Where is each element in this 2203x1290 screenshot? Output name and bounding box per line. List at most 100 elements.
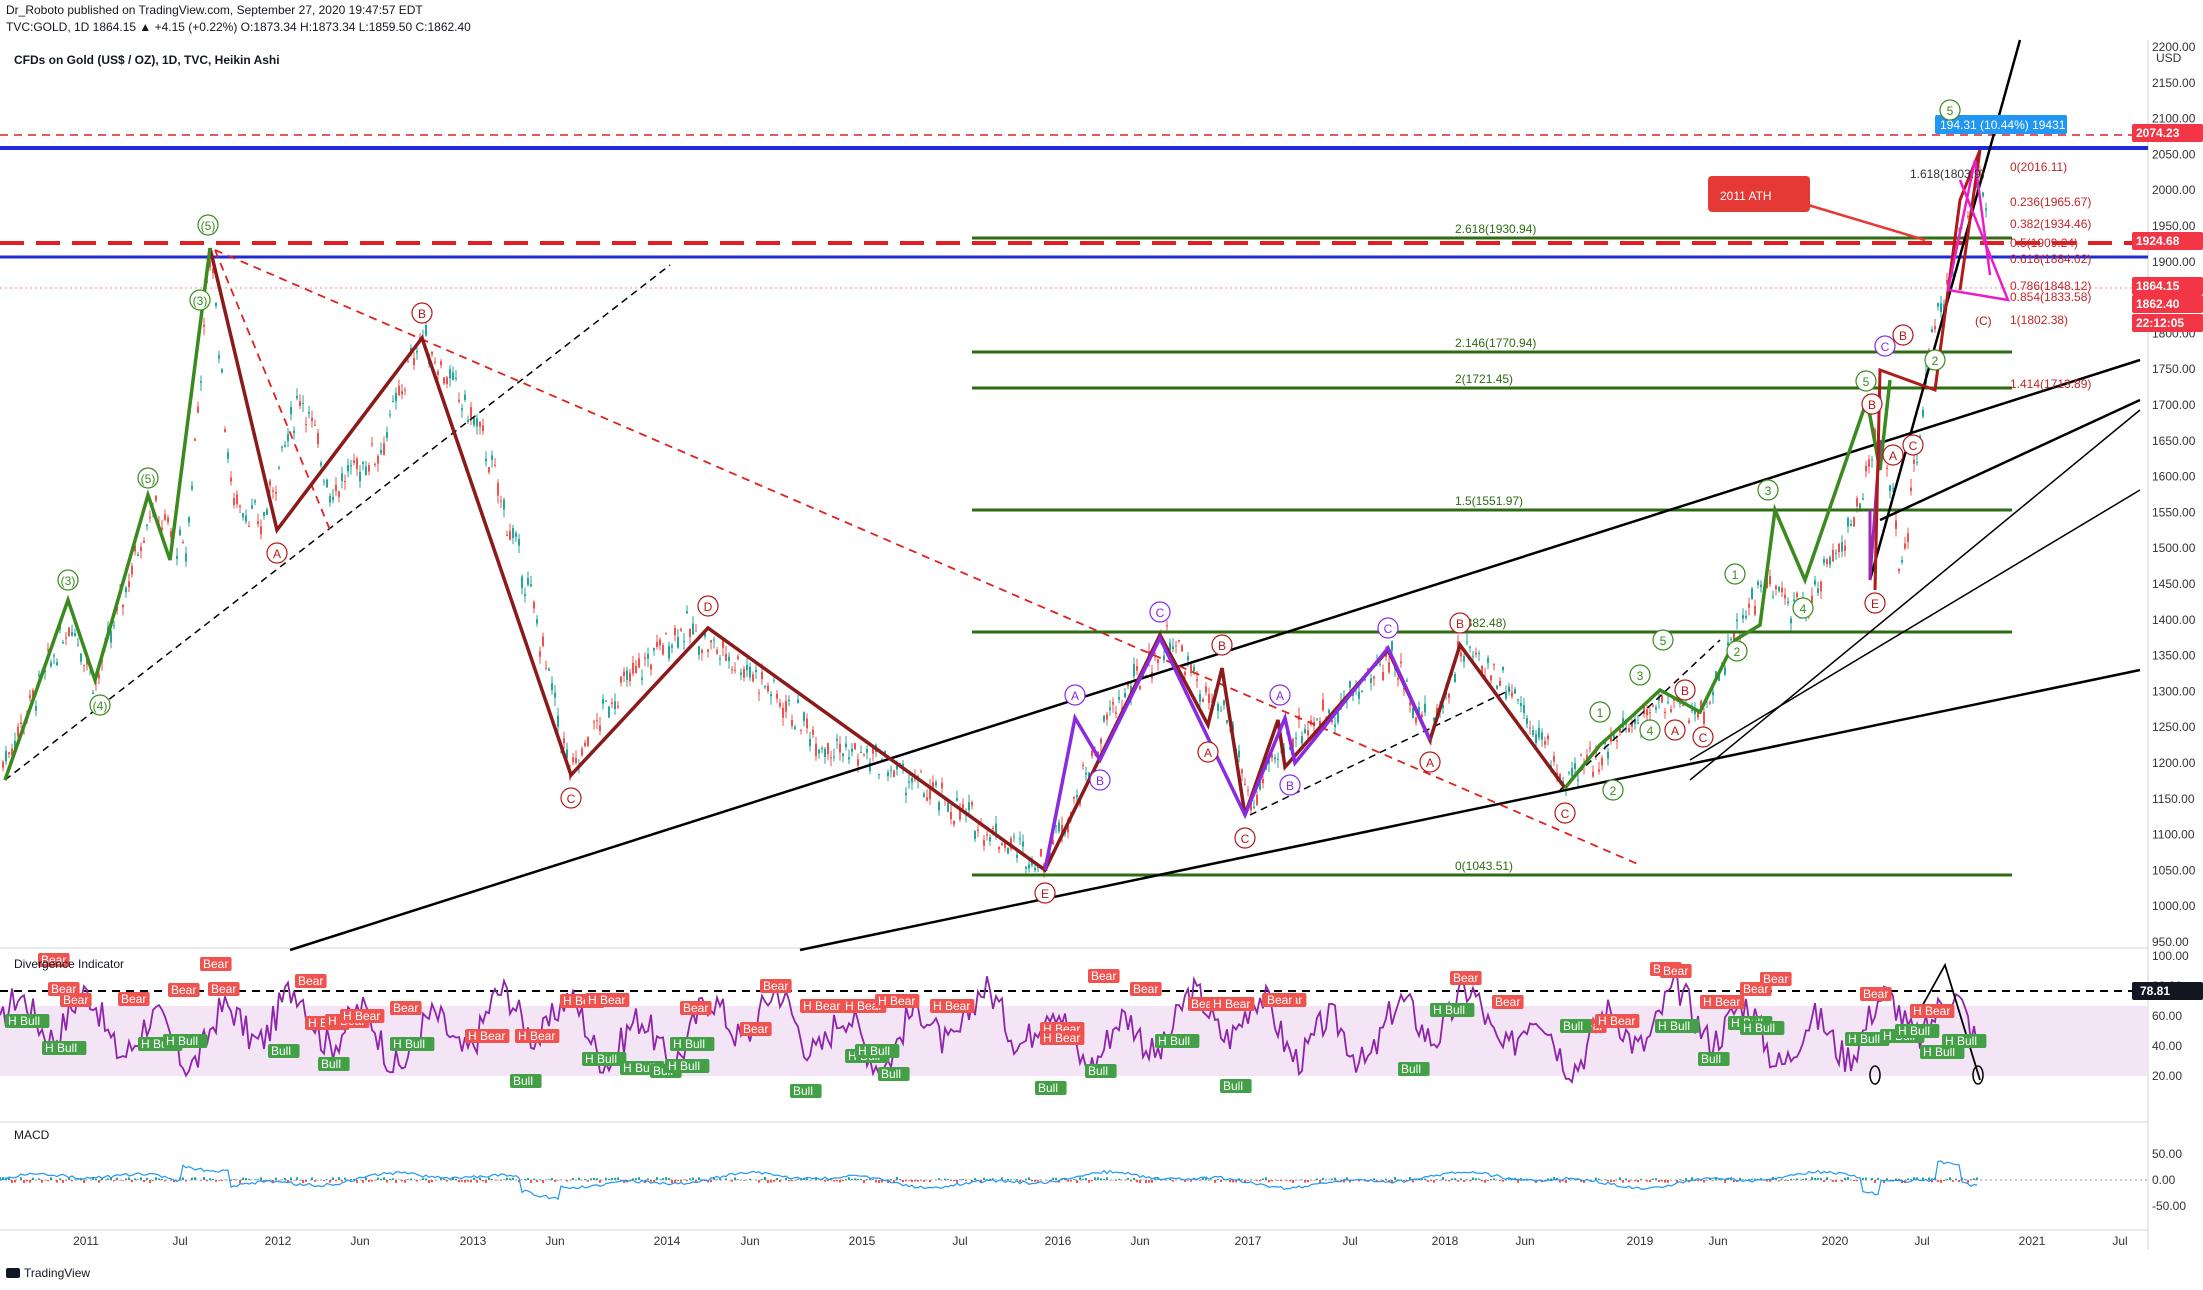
candle-body <box>485 458 487 462</box>
candle-body <box>1220 710 1222 712</box>
candle <box>50 659 52 669</box>
candle <box>809 731 811 752</box>
candle-body <box>1163 655 1165 661</box>
candle <box>641 669 643 686</box>
tag-bg <box>318 1057 350 1071</box>
tag-text: H Bull <box>1945 1034 1977 1048</box>
candle-body <box>632 662 634 674</box>
candle-body <box>170 531 172 538</box>
candle-body <box>1013 836 1015 838</box>
time-axis[interactable]: 2011 Jul 2012 Jun 2013 Jun 2014 Jun 2015 Jul 2016 J… <box>73 1234 2128 1248</box>
price-badge-bg <box>2132 295 2203 313</box>
candle-body <box>845 743 847 748</box>
tag-bg <box>38 953 70 967</box>
candle <box>710 639 712 650</box>
candle <box>1019 831 1021 846</box>
price-tick: 1500.00 <box>2152 541 2196 555</box>
price-tick: 1650.00 <box>2152 434 2196 448</box>
candle-body <box>788 699 790 702</box>
tag-text: Bull <box>1401 1062 1421 1076</box>
bull-tag: Bull <box>1085 1064 1117 1078</box>
candle-body <box>1532 730 1534 735</box>
candle-body <box>1217 703 1219 711</box>
candle-body <box>1559 774 1561 782</box>
candle-body <box>1103 715 1105 722</box>
candle <box>1103 715 1105 724</box>
candle <box>1307 721 1309 742</box>
candle-body <box>11 748 13 756</box>
candle-body <box>302 402 304 404</box>
candle-body <box>929 787 931 800</box>
candle-body <box>1415 717 1417 723</box>
candle-body <box>575 758 577 763</box>
candle <box>1871 456 1873 468</box>
candle-body <box>353 460 355 464</box>
candle <box>317 428 319 449</box>
candle-body <box>986 834 988 836</box>
wave-label-text: (5) <box>201 219 216 233</box>
wave-label: B <box>411 302 433 324</box>
candle <box>908 773 910 789</box>
candle <box>542 632 544 648</box>
candle-body <box>1223 700 1225 706</box>
candle-body <box>1823 559 1825 564</box>
bear-tag: Bear <box>200 957 232 971</box>
candle <box>176 547 178 566</box>
candle <box>83 664 85 673</box>
wave-label-text: 5 <box>1947 104 1954 118</box>
macd-axis[interactable]: 50.00 0.00 -50.00 <box>2152 1147 2186 1213</box>
candle <box>1454 671 1456 683</box>
bull-tag: H Bull <box>1430 1003 1475 1017</box>
candle <box>1568 771 1570 776</box>
tag-text: Bull <box>1563 1019 1583 1033</box>
time-tick: Jul <box>952 1234 967 1248</box>
bull-tag: H Bull <box>582 1052 627 1066</box>
candle-body <box>908 781 910 783</box>
bear-tag: Bear <box>48 982 80 996</box>
tag-text: Bear <box>743 1022 768 1036</box>
candle-body <box>1016 854 1018 858</box>
price-axis[interactable]: 2200.00 2150.00 2100.00 2050.00 2000.00 1950.… <box>2132 40 2203 949</box>
candle <box>557 707 559 733</box>
candle-body <box>1460 652 1462 657</box>
bear-tag: Bear <box>680 1001 712 1015</box>
candle-body <box>1700 700 1702 709</box>
wave-label: B <box>1449 612 1471 634</box>
tag-text: Bear <box>1763 972 1788 986</box>
candle <box>602 694 604 710</box>
candle-body <box>1664 712 1666 714</box>
abc-triangle <box>1946 159 2010 302</box>
ath-callout: 2011 ATH <box>1708 176 1926 242</box>
candle <box>524 587 526 603</box>
candle <box>1772 590 1774 600</box>
candle-body <box>1547 735 1549 740</box>
candle <box>1310 715 1312 727</box>
candle <box>1526 714 1528 729</box>
wave-label-text: B <box>418 307 426 321</box>
candle <box>260 519 262 540</box>
candle-body <box>1370 678 1372 683</box>
bear-tag: H Bear <box>1040 1031 1085 1045</box>
candle <box>1901 556 1903 565</box>
wave-label-circle <box>1861 393 1883 415</box>
candle <box>164 509 166 521</box>
candle <box>338 490 340 503</box>
candle-body <box>83 664 85 666</box>
candle <box>1892 482 1894 493</box>
candle <box>1172 638 1174 653</box>
candle <box>233 492 235 509</box>
tradingview-logo[interactable]: TradingView <box>6 1266 90 1280</box>
candle <box>1661 693 1663 704</box>
candle <box>1118 689 1120 704</box>
candle <box>1811 587 1813 605</box>
candle-body <box>482 425 484 432</box>
time-tick: 2013 <box>460 1234 487 1248</box>
candle-body <box>977 829 979 831</box>
candle <box>932 775 934 790</box>
candle <box>638 652 640 669</box>
candle <box>311 410 313 428</box>
candle-body <box>92 692 94 695</box>
wave-label: E <box>1864 592 1886 614</box>
